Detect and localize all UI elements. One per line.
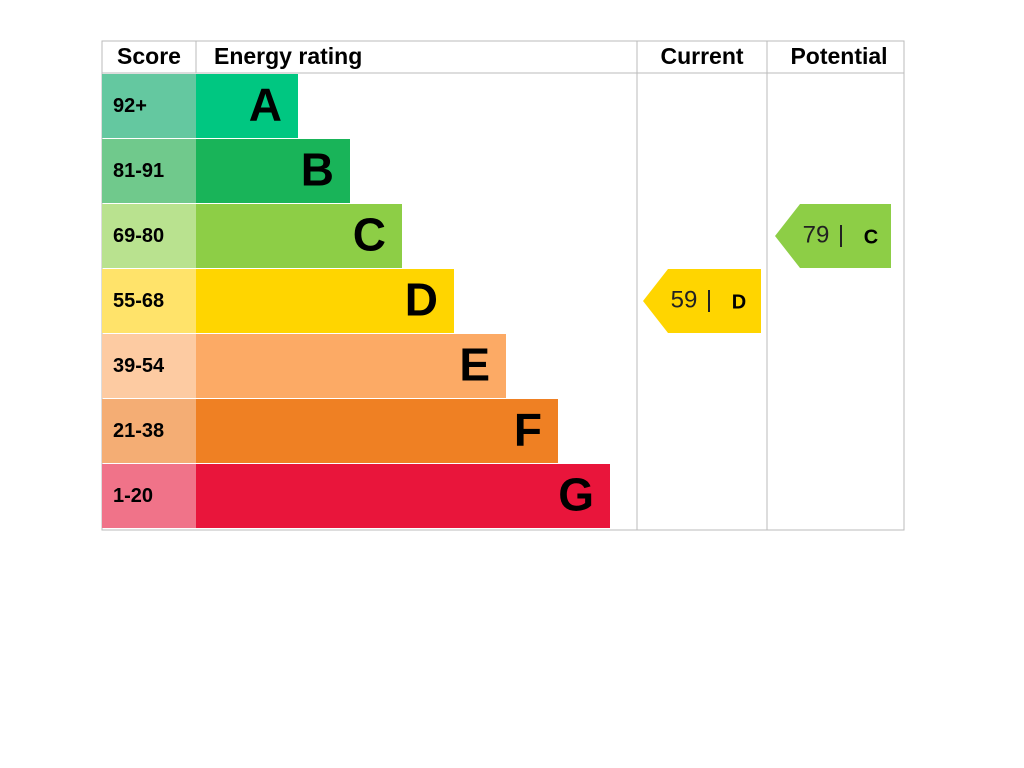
score-cell xyxy=(102,269,196,333)
header-score: Score xyxy=(117,43,181,69)
score-cell xyxy=(102,399,196,463)
current-arrow xyxy=(643,269,761,333)
rating-bar xyxy=(196,74,298,138)
potential-arrow xyxy=(775,204,891,268)
rating-letter: E xyxy=(459,339,490,391)
header-current: Current xyxy=(660,43,743,69)
potential-letter: C xyxy=(864,226,878,248)
rating-bar xyxy=(196,399,558,463)
score-label: 55-68 xyxy=(113,290,164,312)
score-cell xyxy=(102,204,196,268)
rating-bar xyxy=(196,204,402,268)
rating-bar xyxy=(196,269,454,333)
score-label: 1-20 xyxy=(113,485,153,507)
rating-letter: A xyxy=(249,79,282,131)
rating-bar xyxy=(196,139,350,203)
score-label: 39-54 xyxy=(113,355,165,377)
score-cell xyxy=(102,464,196,528)
score-label: 69-80 xyxy=(113,225,164,247)
rating-letter: G xyxy=(558,469,594,521)
rating-bar xyxy=(196,464,610,528)
rating-letter: B xyxy=(301,144,334,196)
rating-letter: D xyxy=(405,274,438,326)
current-letter: D xyxy=(732,291,746,313)
rating-bar xyxy=(196,334,506,398)
current-value: 59 xyxy=(671,286,698,313)
score-label: 92+ xyxy=(113,95,147,117)
header-energy-rating: Energy rating xyxy=(214,43,362,69)
score-cell xyxy=(102,74,196,138)
score-label: 81-91 xyxy=(113,160,164,182)
score-cell xyxy=(102,139,196,203)
score-cell xyxy=(102,334,196,398)
header-potential: Potential xyxy=(790,43,887,69)
rating-letter: C xyxy=(353,209,386,261)
score-label: 21-38 xyxy=(113,420,164,442)
rating-letter: F xyxy=(514,404,542,456)
potential-value: 79 xyxy=(803,221,830,248)
